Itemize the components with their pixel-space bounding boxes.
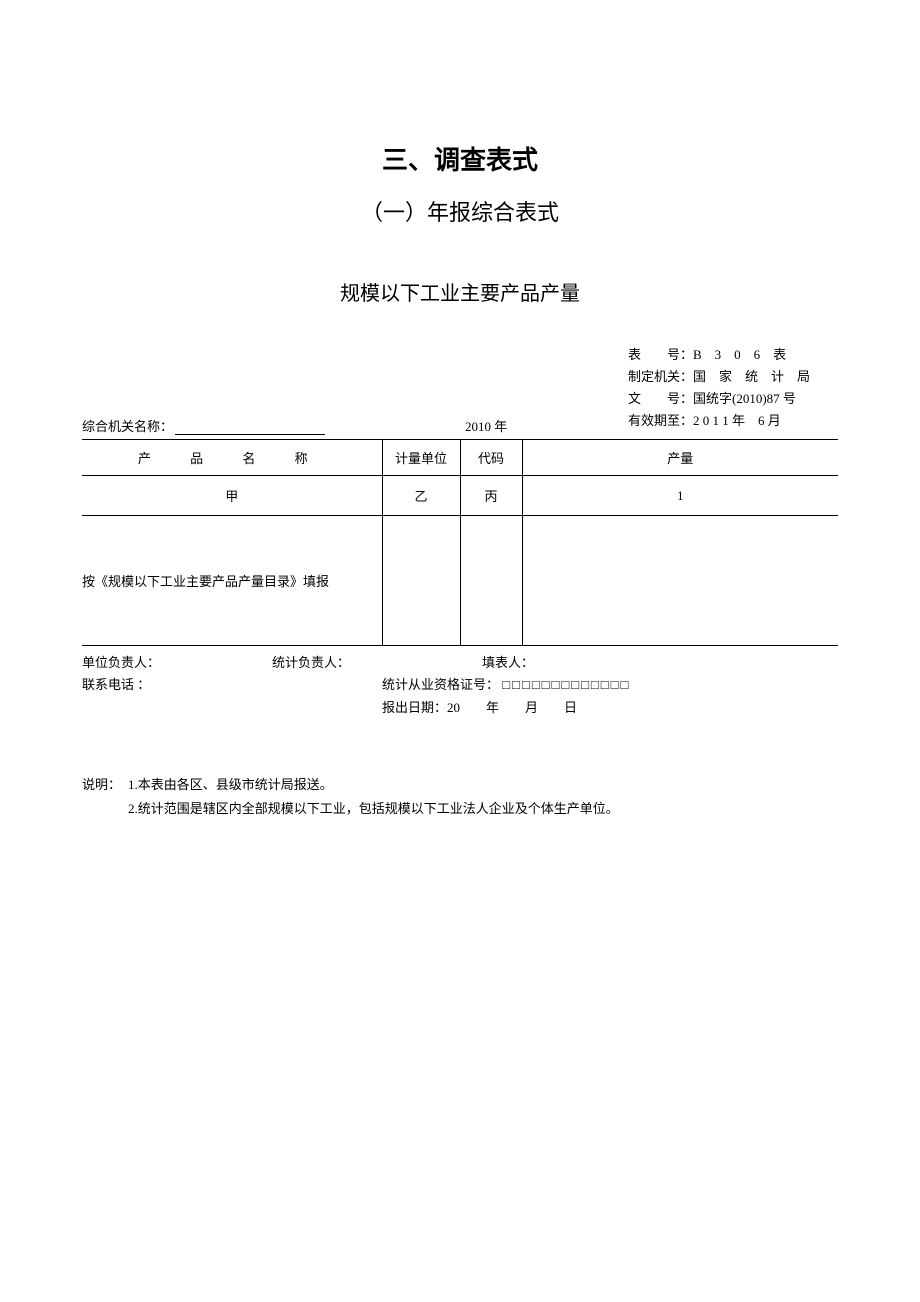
meta-agency-label: 制定机关：	[628, 366, 693, 388]
main-table: 产 品 名 称 计量单位 代码 产量 甲 乙 丙 1 按《规模以下工业主要产品产…	[82, 439, 838, 646]
body-unit-cell	[382, 516, 460, 646]
meta-valid-label: 有效期至：	[628, 410, 693, 432]
note-line-1: 说明： 1.本表由各区、县级市统计局报送。	[82, 773, 838, 798]
note-2: 2.统计范围是辖区内全部规模以下工业，包括规模以下工业法人企业及个体生产单位。	[128, 797, 619, 822]
footer-spacer	[82, 697, 382, 719]
body-qty-cell	[522, 516, 838, 646]
cert-field: 统计从业资格证号： □□□□□□□□□□□□□	[382, 674, 630, 696]
phone-label: 联系电话 ：	[82, 674, 382, 696]
footer-row-3: 报出日期：20 年 月 日	[82, 697, 838, 719]
body-code-cell	[460, 516, 522, 646]
meta-form-no-label: 表 号：	[628, 344, 693, 366]
footer-row-2: 联系电话 ： 统计从业资格证号： □□□□□□□□□□□□□	[82, 674, 838, 696]
meta-form-no: 表 号： B 3 0 6 表	[628, 344, 838, 366]
table-head-row: 产 品 名 称 计量单位 代码 产量	[82, 440, 838, 476]
cert-boxes: □□□□□□□□□□□□□	[502, 677, 630, 692]
stat-head-label: 统计负责人：	[272, 652, 482, 674]
org-name-underline	[175, 434, 325, 435]
th-unit: 计量单位	[382, 440, 460, 476]
note-1: 1.本表由各区、县级市统计局报送。	[128, 773, 333, 798]
filler-label: 填表人：	[482, 652, 534, 674]
sub-name: 甲	[82, 476, 382, 516]
meta-agency: 制定机关： 国 家 统 计 局	[628, 366, 838, 388]
notes-block: 说明： 1.本表由各区、县级市统计局报送。 2.统计范围是辖区内全部规模以下工业…	[82, 773, 838, 822]
th-code: 代码	[460, 440, 522, 476]
meta-valid: 有效期至： 2 0 1 1 年 6 月	[628, 410, 838, 432]
meta-doc-no-label: 文 号：	[628, 388, 693, 410]
title-sub: （一）年报综合表式	[82, 195, 838, 227]
notes-prefix: 说明：	[82, 773, 128, 798]
footer-row-1: 单位负责人： 统计负责人： 填表人：	[82, 652, 838, 674]
meta-form-no-value: B 3 0 6 表	[693, 344, 838, 366]
meta-doc-no-value: 国统字(2010)87 号	[693, 388, 838, 410]
title-section: 规模以下工业主要产品产量	[82, 277, 838, 306]
notes-indent	[82, 797, 128, 822]
sub-code: 丙	[460, 476, 522, 516]
meta-agency-value: 国 家 统 计 局	[693, 366, 838, 388]
report-date: 报出日期：20 年 月 日	[382, 697, 577, 719]
header-year: 2010 年	[465, 416, 507, 435]
th-qty: 产量	[522, 440, 838, 476]
meta-doc-no: 文 号： 国统字(2010)87 号	[628, 388, 838, 410]
sub-qty: 1	[522, 476, 838, 516]
table-body-row: 按《规模以下工业主要产品产量目录》填报	[82, 516, 838, 646]
table-subhead-row: 甲 乙 丙 1	[82, 476, 838, 516]
body-note-cell: 按《规模以下工业主要产品产量目录》填报	[82, 516, 382, 646]
org-name-label: 综合机关名称：	[82, 416, 173, 435]
title-main: 三、调查表式	[82, 140, 838, 177]
th-name: 产 品 名 称	[82, 440, 382, 476]
cert-label: 统计从业资格证号：	[382, 677, 499, 692]
meta-valid-value: 2 0 1 1 年 6 月	[693, 410, 838, 432]
unit-head-label: 单位负责人：	[82, 652, 272, 674]
sub-unit: 乙	[382, 476, 460, 516]
footer-block: 单位负责人： 统计负责人： 填表人： 联系电话 ： 统计从业资格证号： □□□□…	[82, 652, 838, 718]
note-line-2: 2.统计范围是辖区内全部规模以下工业，包括规模以下工业法人企业及个体生产单位。	[82, 797, 838, 822]
org-name-field: 综合机关名称：	[82, 416, 325, 435]
